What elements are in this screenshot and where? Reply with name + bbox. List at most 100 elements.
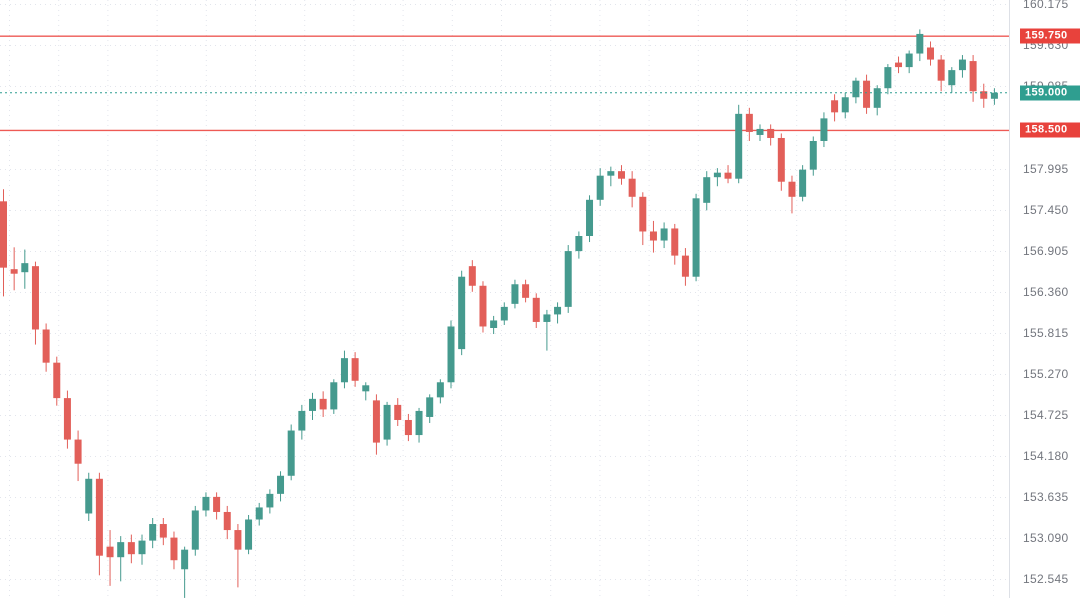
candle xyxy=(404,413,412,442)
candle xyxy=(777,133,785,191)
candle xyxy=(522,279,530,303)
candle xyxy=(223,505,231,540)
candle xyxy=(202,492,210,517)
candle-body xyxy=(500,306,508,321)
candle xyxy=(415,407,423,443)
candle xyxy=(852,77,860,104)
candle xyxy=(351,352,359,387)
candle xyxy=(468,260,476,292)
candle-body xyxy=(926,47,934,60)
chart-plot-area[interactable] xyxy=(0,0,1009,598)
candle-body xyxy=(255,507,263,520)
candle xyxy=(0,189,7,297)
candle-body xyxy=(436,382,444,398)
price-tick-label: 153.090 xyxy=(1023,531,1069,546)
candle-body xyxy=(117,542,125,558)
candle xyxy=(937,55,945,92)
candle xyxy=(575,231,583,259)
candle xyxy=(649,220,657,253)
candle-body xyxy=(788,181,796,197)
candle-body xyxy=(532,297,540,322)
candle-body xyxy=(149,524,157,541)
candle xyxy=(458,270,466,356)
candle xyxy=(490,315,498,335)
candle xyxy=(639,192,647,246)
candle xyxy=(74,430,82,482)
candle-body xyxy=(159,524,167,538)
candle xyxy=(170,531,178,570)
candle xyxy=(234,524,242,588)
gridlines xyxy=(0,0,1009,598)
candle-body xyxy=(735,113,743,179)
candle xyxy=(266,489,274,514)
candle-body xyxy=(308,398,316,411)
candle xyxy=(149,517,157,549)
candle-body xyxy=(191,510,199,550)
candle xyxy=(436,379,444,404)
candle xyxy=(394,398,402,427)
candle-body xyxy=(852,80,860,98)
candle-body xyxy=(85,478,93,514)
candle-body xyxy=(31,266,39,330)
price-tick-label: 156.360 xyxy=(1023,284,1069,299)
candle xyxy=(564,245,572,313)
candle xyxy=(788,175,796,214)
candle-body xyxy=(990,92,998,99)
candle-body xyxy=(106,546,114,558)
candle-body xyxy=(841,97,849,113)
candle-body xyxy=(724,172,732,179)
candle-body xyxy=(767,128,775,138)
candle-body xyxy=(383,404,391,440)
candle-body xyxy=(649,231,657,241)
candle xyxy=(479,281,487,333)
candle xyxy=(277,471,285,502)
candle-body xyxy=(447,326,455,383)
price-tick-label: 157.995 xyxy=(1023,161,1069,176)
candle-body xyxy=(969,61,977,92)
price-tick-label: 160.175 xyxy=(1023,0,1069,12)
candle-body xyxy=(980,91,988,99)
candle xyxy=(607,166,615,187)
candle-body xyxy=(617,171,625,179)
candle xyxy=(831,94,839,122)
candle xyxy=(756,124,764,141)
candle xyxy=(372,394,380,455)
candle-body xyxy=(831,100,839,113)
candle-body xyxy=(671,228,679,256)
candle xyxy=(255,502,263,526)
price-tick-label: 156.905 xyxy=(1023,243,1069,258)
candle xyxy=(745,107,753,141)
candle xyxy=(692,193,700,282)
candle-body xyxy=(809,140,817,170)
candle-body xyxy=(53,362,61,399)
candle xyxy=(681,248,689,286)
candle xyxy=(10,247,18,291)
candle-body xyxy=(340,358,348,383)
candle xyxy=(543,309,551,351)
candle-body xyxy=(415,410,423,436)
alert-price-label[interactable]: 159.750 xyxy=(1020,28,1080,44)
candle-body xyxy=(628,178,636,197)
candle-body xyxy=(639,196,647,232)
price-tick-label: 154.725 xyxy=(1023,408,1069,423)
candle xyxy=(106,530,114,586)
price-axis[interactable]: 160.175159.630159.085157.995157.450156.9… xyxy=(1009,0,1080,598)
candle-body xyxy=(330,382,338,410)
candle-body xyxy=(223,511,231,531)
candle-body xyxy=(74,439,82,464)
candles xyxy=(0,29,998,598)
candle xyxy=(735,104,743,184)
candle xyxy=(287,424,295,481)
candle xyxy=(447,320,455,389)
candle-body xyxy=(490,320,498,328)
candle xyxy=(383,401,391,446)
price-tick-label: 154.180 xyxy=(1023,449,1069,464)
candle-body xyxy=(372,400,380,443)
candle xyxy=(799,165,807,202)
candle xyxy=(181,546,189,598)
candle-body xyxy=(95,478,103,556)
alert-price-label[interactable]: 158.500 xyxy=(1020,122,1080,138)
candle xyxy=(85,472,93,522)
candle xyxy=(159,517,167,546)
